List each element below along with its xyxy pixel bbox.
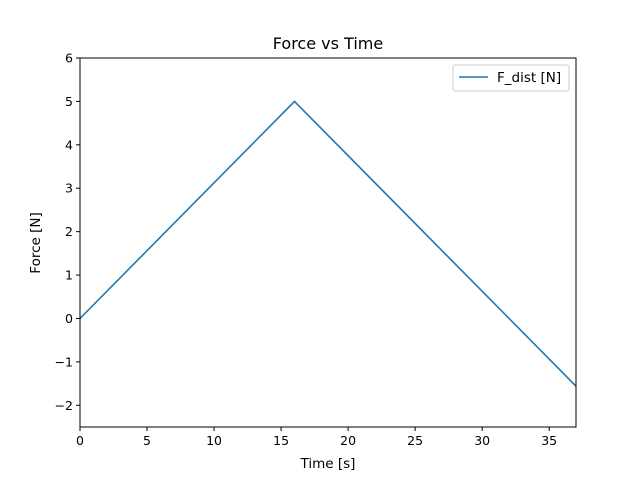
y-tick-label: 5 [65,94,73,109]
y-tick-label: −2 [55,398,73,413]
y-tick-label: 6 [65,51,73,66]
y-axis-label: Force [N] [28,212,44,273]
y-tick-label: 2 [65,224,73,239]
x-tick-label: 35 [541,433,557,448]
series-line-0 [80,100,576,387]
x-tick-label: 30 [474,433,490,448]
plot-area-frame [79,57,577,428]
x-tick-label: 0 [76,433,84,448]
chart-title: Force vs Time [273,34,383,53]
x-tick-label: 5 [143,433,151,448]
x-tick-label: 15 [273,433,289,448]
y-tick-label: 3 [65,181,73,196]
y-tick-label: 1 [65,268,73,283]
legend-entry-label: F_dist [N] [497,70,561,86]
y-tick-label: 4 [65,137,73,152]
legend: F_dist [N] [452,64,570,92]
series-layer [80,100,576,387]
x-tick-label: 25 [407,433,423,448]
x-tick-label: 20 [340,433,356,448]
x-axis-label: Time [s] [300,456,356,472]
ticks-layer: 0 5 10 15 20 25 30 35 −2 −1 0 1 2 3 4 5 6 [55,51,558,449]
y-tick-label: 0 [65,311,73,326]
x-tick-label: 10 [206,433,222,448]
legend-box [452,64,570,92]
y-tick-label: −1 [55,354,73,369]
